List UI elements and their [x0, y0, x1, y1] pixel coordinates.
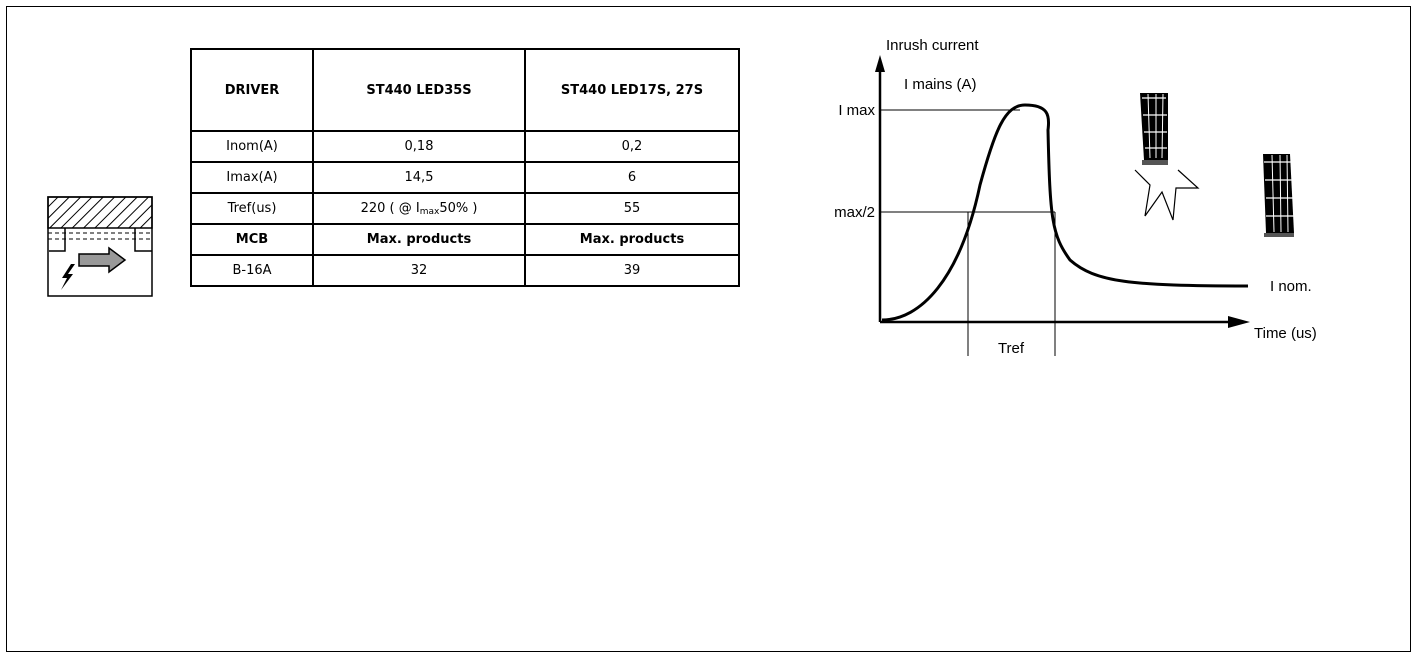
x-axis-title: Time (us)	[1254, 325, 1317, 342]
lamp-icon	[1263, 154, 1294, 237]
table-row: B-16A 32 39	[190, 254, 740, 287]
table-cell: Imax(A)	[190, 161, 314, 194]
table-row: Inom(A) 0,18 0,2	[190, 130, 740, 163]
inom-label: I nom.	[1270, 278, 1312, 295]
tref-sub: max	[419, 206, 440, 217]
table-cell: 55	[524, 192, 740, 225]
table-cell: 220 ( @ Imax50% )	[312, 192, 526, 225]
table-header-row: DRIVER ST440 LED35S ST440 LED17S, 27S	[190, 48, 740, 132]
lamp-inrush-icon	[1134, 93, 1200, 221]
y-axis-subtitle: I mains (A)	[904, 76, 977, 93]
half-label: max/2	[834, 204, 875, 221]
header-cell: Max. products	[312, 223, 526, 256]
y-axis-title: Inrush current	[886, 37, 979, 54]
table-cell: 39	[524, 254, 740, 287]
table-cell: B-16A	[190, 254, 314, 287]
table-cell: 14,5	[312, 161, 526, 194]
inrush-current-diagram: Inrush current I mains (A) I max max/2 I…	[834, 37, 1317, 357]
table-cell: 0,2	[524, 130, 740, 163]
page-frame	[6, 6, 1411, 652]
header-cell: Max. products	[524, 223, 740, 256]
table-cell: 32	[312, 254, 526, 287]
imax-label: I max	[838, 102, 875, 119]
y-axis-arrow	[875, 55, 885, 72]
table-cell: 6	[524, 161, 740, 194]
table-row: Imax(A) 14,5 6	[190, 161, 740, 194]
mcb-icon	[47, 196, 153, 297]
inrush-curve	[881, 103, 1249, 322]
header-cell: DRIVER	[190, 48, 314, 132]
table-cell: Tref(us)	[190, 192, 314, 225]
table-cell: Inom(A)	[190, 130, 314, 163]
tref-prefix: 220 ( @ I	[360, 200, 420, 216]
x-axis-arrow	[1228, 316, 1250, 328]
header-cell: ST440 LED17S, 27S	[524, 48, 740, 132]
header-cell: ST440 LED35S	[312, 48, 526, 132]
table-cell: 0,18	[312, 130, 526, 163]
table-row: Tref(us) 220 ( @ Imax50% ) 55	[190, 192, 740, 225]
tref-suffix: 50% )	[439, 200, 478, 216]
tref-label: Tref	[998, 340, 1025, 357]
driver-table: DRIVER ST440 LED35S ST440 LED17S, 27S In…	[190, 48, 740, 287]
mcb-header-row: MCB Max. products Max. products	[190, 223, 740, 256]
header-cell: MCB	[190, 223, 314, 256]
